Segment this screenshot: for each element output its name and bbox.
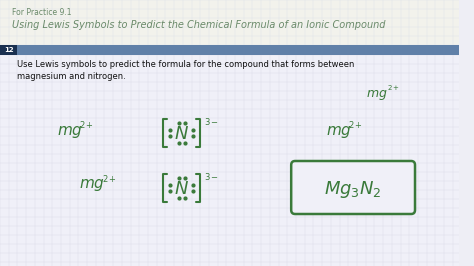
Text: $\mathit{N}$: $\mathit{N}$: [174, 180, 190, 198]
Text: For Practice 9.1: For Practice 9.1: [11, 8, 71, 17]
Text: Using Lewis Symbols to Predict the Chemical Formula of an Ionic Compound: Using Lewis Symbols to Predict the Chemi…: [11, 20, 385, 30]
Bar: [0, 45, 18, 55]
Text: magnesium and nitrogen.: magnesium and nitrogen.: [18, 72, 126, 81]
Text: $\mathit{2+}$: $\mathit{2+}$: [387, 84, 400, 93]
Bar: [0, 45, 458, 55]
Text: $\mathit{Mg_3N_2}$: $\mathit{Mg_3N_2}$: [324, 179, 382, 200]
Text: $\mathit{2+}$: $\mathit{2+}$: [101, 172, 117, 184]
Text: $\mathit{mg}$: $\mathit{mg}$: [366, 88, 388, 102]
Text: $3-$: $3-$: [204, 116, 219, 127]
Text: $\mathit{mg}$: $\mathit{mg}$: [326, 124, 352, 140]
Bar: [0, 55, 458, 266]
Text: Use Lewis symbols to predict the formula for the compound that forms between: Use Lewis symbols to predict the formula…: [18, 60, 355, 69]
Text: 12: 12: [4, 47, 14, 53]
FancyBboxPatch shape: [291, 161, 415, 214]
Text: $\mathit{2+}$: $\mathit{2+}$: [348, 119, 363, 131]
Text: $\mathit{2+}$: $\mathit{2+}$: [79, 119, 94, 131]
Bar: [0, 0, 458, 45]
Text: $\mathit{mg}$: $\mathit{mg}$: [79, 177, 105, 193]
Text: $\mathit{N}$: $\mathit{N}$: [174, 125, 190, 143]
Text: $\mathit{mg}$: $\mathit{mg}$: [57, 124, 82, 140]
Text: $3-$: $3-$: [204, 171, 219, 182]
